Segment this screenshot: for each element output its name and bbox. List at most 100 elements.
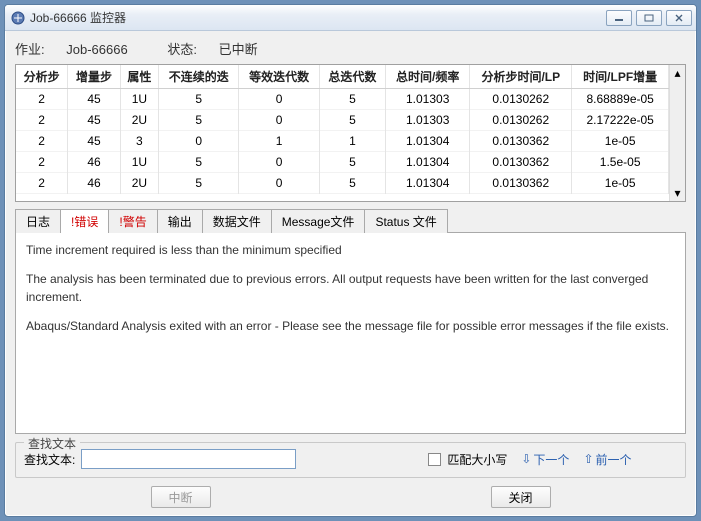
table-row[interactable]: 2462U5051.013040.01303621e-05 [16,173,669,194]
tab-[interactable]: !警告 [108,209,157,233]
table-cell: 0 [239,89,319,110]
column-header[interactable]: 时间/LPF增量 [572,65,669,89]
table-cell: 5 [319,173,385,194]
table-cell: 5 [159,89,239,110]
table-cell: 45 [68,110,120,131]
table-cell: 0.0130262 [470,89,572,110]
log-line: Abaqus/Standard Analysis exited with an … [26,317,675,336]
column-header[interactable]: 总迭代数 [319,65,385,89]
table-cell: 1.5e-05 [572,152,669,173]
match-case-label: 匹配大小写 [447,451,507,468]
table-row[interactable]: 2451U5051.013030.01302628.68889e-05 [16,89,669,110]
table-cell: 5 [159,173,239,194]
find-next-button[interactable]: ⇩ 下一个 [521,451,569,468]
table-cell: 1.01304 [386,152,470,173]
table-cell: 2 [16,152,68,173]
table-cell: 2.17222e-05 [572,110,669,131]
tab-[interactable]: 日志 [15,209,61,233]
table-cell: 0.0130362 [470,131,572,152]
find-prev-button[interactable]: ⇧ 前一个 [583,451,631,468]
tab-[interactable]: 输出 [157,209,203,233]
tab-message[interactable]: Message文件 [271,209,366,233]
column-header[interactable]: 分析步时间/LP [470,65,572,89]
column-header[interactable]: 增量步 [68,65,120,89]
table-cell: 5 [159,110,239,131]
minimize-button[interactable] [606,10,632,26]
tab-[interactable]: !错误 [60,209,109,233]
table-cell: 1.01303 [386,110,470,131]
column-header[interactable]: 分析步 [16,65,68,89]
table-row[interactable]: 2452U5051.013030.01302622.17222e-05 [16,110,669,131]
table-cell: 8.68889e-05 [572,89,669,110]
table-cell: 46 [68,152,120,173]
maximize-button[interactable] [636,10,662,26]
table-cell: 1U [120,89,158,110]
arrow-down-icon: ⇩ [521,452,531,466]
table-cell: 2U [120,173,158,194]
log-line: Time increment required is less than the… [26,241,675,260]
column-header[interactable]: 不连续的迭 [159,65,239,89]
arrow-up-icon: ⇧ [583,452,593,466]
table-cell: 46 [68,173,120,194]
table-cell: 0.0130362 [470,173,572,194]
table-cell: 2 [16,89,68,110]
table-cell: 45 [68,89,120,110]
tabs-bar: 日志!错误!警告输出数据文件Message文件Status 文件 [15,209,686,233]
table-cell: 0 [239,152,319,173]
app-icon [11,11,25,25]
table-cell: 1 [239,131,319,152]
table-cell: 1.01304 [386,173,470,194]
titlebar: Job-66666 监控器 [5,5,696,31]
table-cell: 2 [16,110,68,131]
interrupt-button[interactable]: 中断 [151,486,211,508]
table-cell: 3 [120,131,158,152]
table-row[interactable]: 24530111.013040.01303621e-05 [16,131,669,152]
job-label: 作业: [15,42,45,57]
table-scrollbar[interactable]: ▴ ▾ [669,65,685,201]
increments-table-wrap: 分析步增量步属性不连续的迭等效迭代数总迭代数总时间/频率分析步时间/LP时间/L… [15,64,686,202]
table-cell: 1U [120,152,158,173]
table-cell: 0 [239,173,319,194]
table-cell: 45 [68,131,120,152]
close-button[interactable] [666,10,692,26]
table-cell: 2 [16,173,68,194]
match-case-checkbox[interactable] [428,453,441,466]
monitor-window: Job-66666 监控器 作业: Job-66666 状态: 已中断 分析步增… [4,4,697,517]
table-row[interactable]: 2461U5051.013040.01303621.5e-05 [16,152,669,173]
error-log-panel: Time increment required is less than the… [15,232,686,434]
table-cell: 0.0130362 [470,152,572,173]
dialog-button-row: 中断 关闭 [15,478,686,510]
column-header[interactable]: 等效迭代数 [239,65,319,89]
table-cell: 0 [239,110,319,131]
table-cell: 1e-05 [572,173,669,194]
search-legend: 查找文本 [24,435,80,452]
table-cell: 1e-05 [572,131,669,152]
content-area: 作业: Job-66666 状态: 已中断 分析步增量步属性不连续的迭等效迭代数… [5,31,696,516]
job-name: Job-66666 [66,42,127,57]
tab-[interactable]: 数据文件 [202,209,272,233]
table-cell: 1.01304 [386,131,470,152]
search-input[interactable] [81,449,296,469]
close-dialog-button[interactable]: 关闭 [491,486,551,508]
status-label: 状态: [167,42,197,57]
table-cell: 2U [120,110,158,131]
column-header[interactable]: 属性 [120,65,158,89]
status-value: 已中断 [219,42,258,57]
job-status-line: 作业: Job-66666 状态: 已中断 [15,39,686,58]
scroll-down-icon[interactable]: ▾ [674,186,680,200]
table-cell: 2 [16,131,68,152]
table-cell: 1.01303 [386,89,470,110]
scroll-up-icon[interactable]: ▴ [674,66,680,80]
table-cell: 5 [319,110,385,131]
table-cell: 1 [319,131,385,152]
table-cell: 5 [319,89,385,110]
log-line: The analysis has been terminated due to … [26,270,675,307]
table-cell: 5 [319,152,385,173]
search-label: 查找文本: [24,451,75,468]
tab-status[interactable]: Status 文件 [364,209,447,233]
table-cell: 0.0130262 [470,110,572,131]
table-cell: 0 [159,131,239,152]
column-header[interactable]: 总时间/频率 [386,65,470,89]
search-group: 查找文本 查找文本: 匹配大小写 ⇩ 下一个 ⇧ 前一个 [15,442,686,478]
increments-table: 分析步增量步属性不连续的迭等效迭代数总迭代数总时间/频率分析步时间/LP时间/L… [16,65,669,194]
